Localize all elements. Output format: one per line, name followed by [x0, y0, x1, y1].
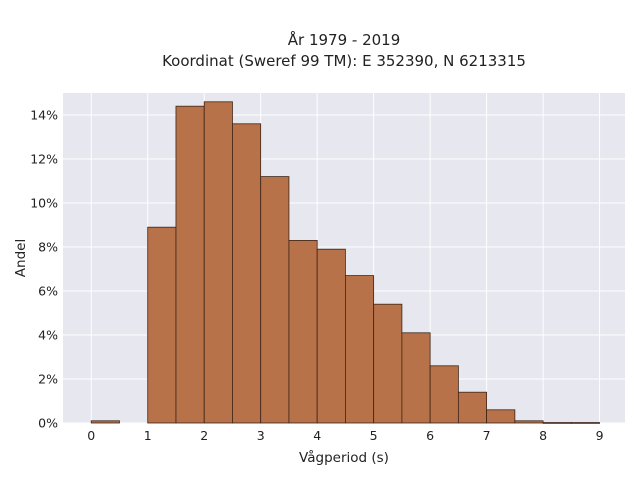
x-tick-label: 2	[200, 428, 208, 443]
chart-title-line-2: Koordinat (Sweref 99 TM): E 352390, N 62…	[162, 52, 526, 70]
x-axis-label: Vågperiod (s)	[299, 449, 389, 466]
x-tick-label: 1	[144, 428, 152, 443]
histogram-bar	[486, 409, 516, 424]
x-tick-label: 4	[313, 428, 321, 443]
histogram-bar	[147, 226, 177, 424]
histogram-bars	[90, 101, 600, 424]
histogram-bar	[203, 101, 233, 424]
y-tick-label: 4%	[38, 328, 58, 343]
x-tick-label: 6	[426, 428, 434, 443]
histogram-bar	[260, 176, 290, 424]
x-tick-label: 7	[483, 428, 491, 443]
histogram-bar	[570, 422, 600, 424]
y-tick-label: 10%	[30, 196, 58, 211]
histogram-bar	[514, 420, 544, 424]
x-tick-label: 8	[539, 428, 547, 443]
histogram-bar	[90, 420, 120, 424]
histogram-bar	[373, 303, 403, 424]
histogram-bar	[429, 365, 459, 424]
tick-labels: 0 1 2 3 4 5 6 7 8 9 0% 2% 4% 6% 8% 10% 12% 14%	[30, 108, 603, 444]
histogram-bar	[345, 275, 375, 424]
y-tick-label: 14%	[30, 108, 58, 123]
y-tick-label: 12%	[30, 152, 58, 167]
histogram-bar	[232, 123, 262, 424]
x-tick-label: 0	[87, 428, 95, 443]
y-tick-label: 2%	[38, 372, 58, 387]
x-tick-label: 5	[370, 428, 378, 443]
x-tick-label: 3	[257, 428, 265, 443]
histogram-bar	[401, 332, 431, 424]
chart-title-line-1: År 1979 - 2019	[288, 30, 401, 49]
histogram-bar	[542, 422, 572, 424]
histogram-bar	[288, 239, 318, 424]
y-tick-label: 8%	[38, 240, 58, 255]
y-tick-label: 0%	[38, 416, 58, 431]
y-tick-label: 6%	[38, 284, 58, 299]
histogram-bar	[175, 105, 205, 424]
x-tick-label: 9	[596, 428, 604, 443]
histogram-bar	[316, 248, 346, 424]
y-axis-label: Andel	[13, 239, 29, 277]
histogram-bar	[457, 391, 488, 424]
